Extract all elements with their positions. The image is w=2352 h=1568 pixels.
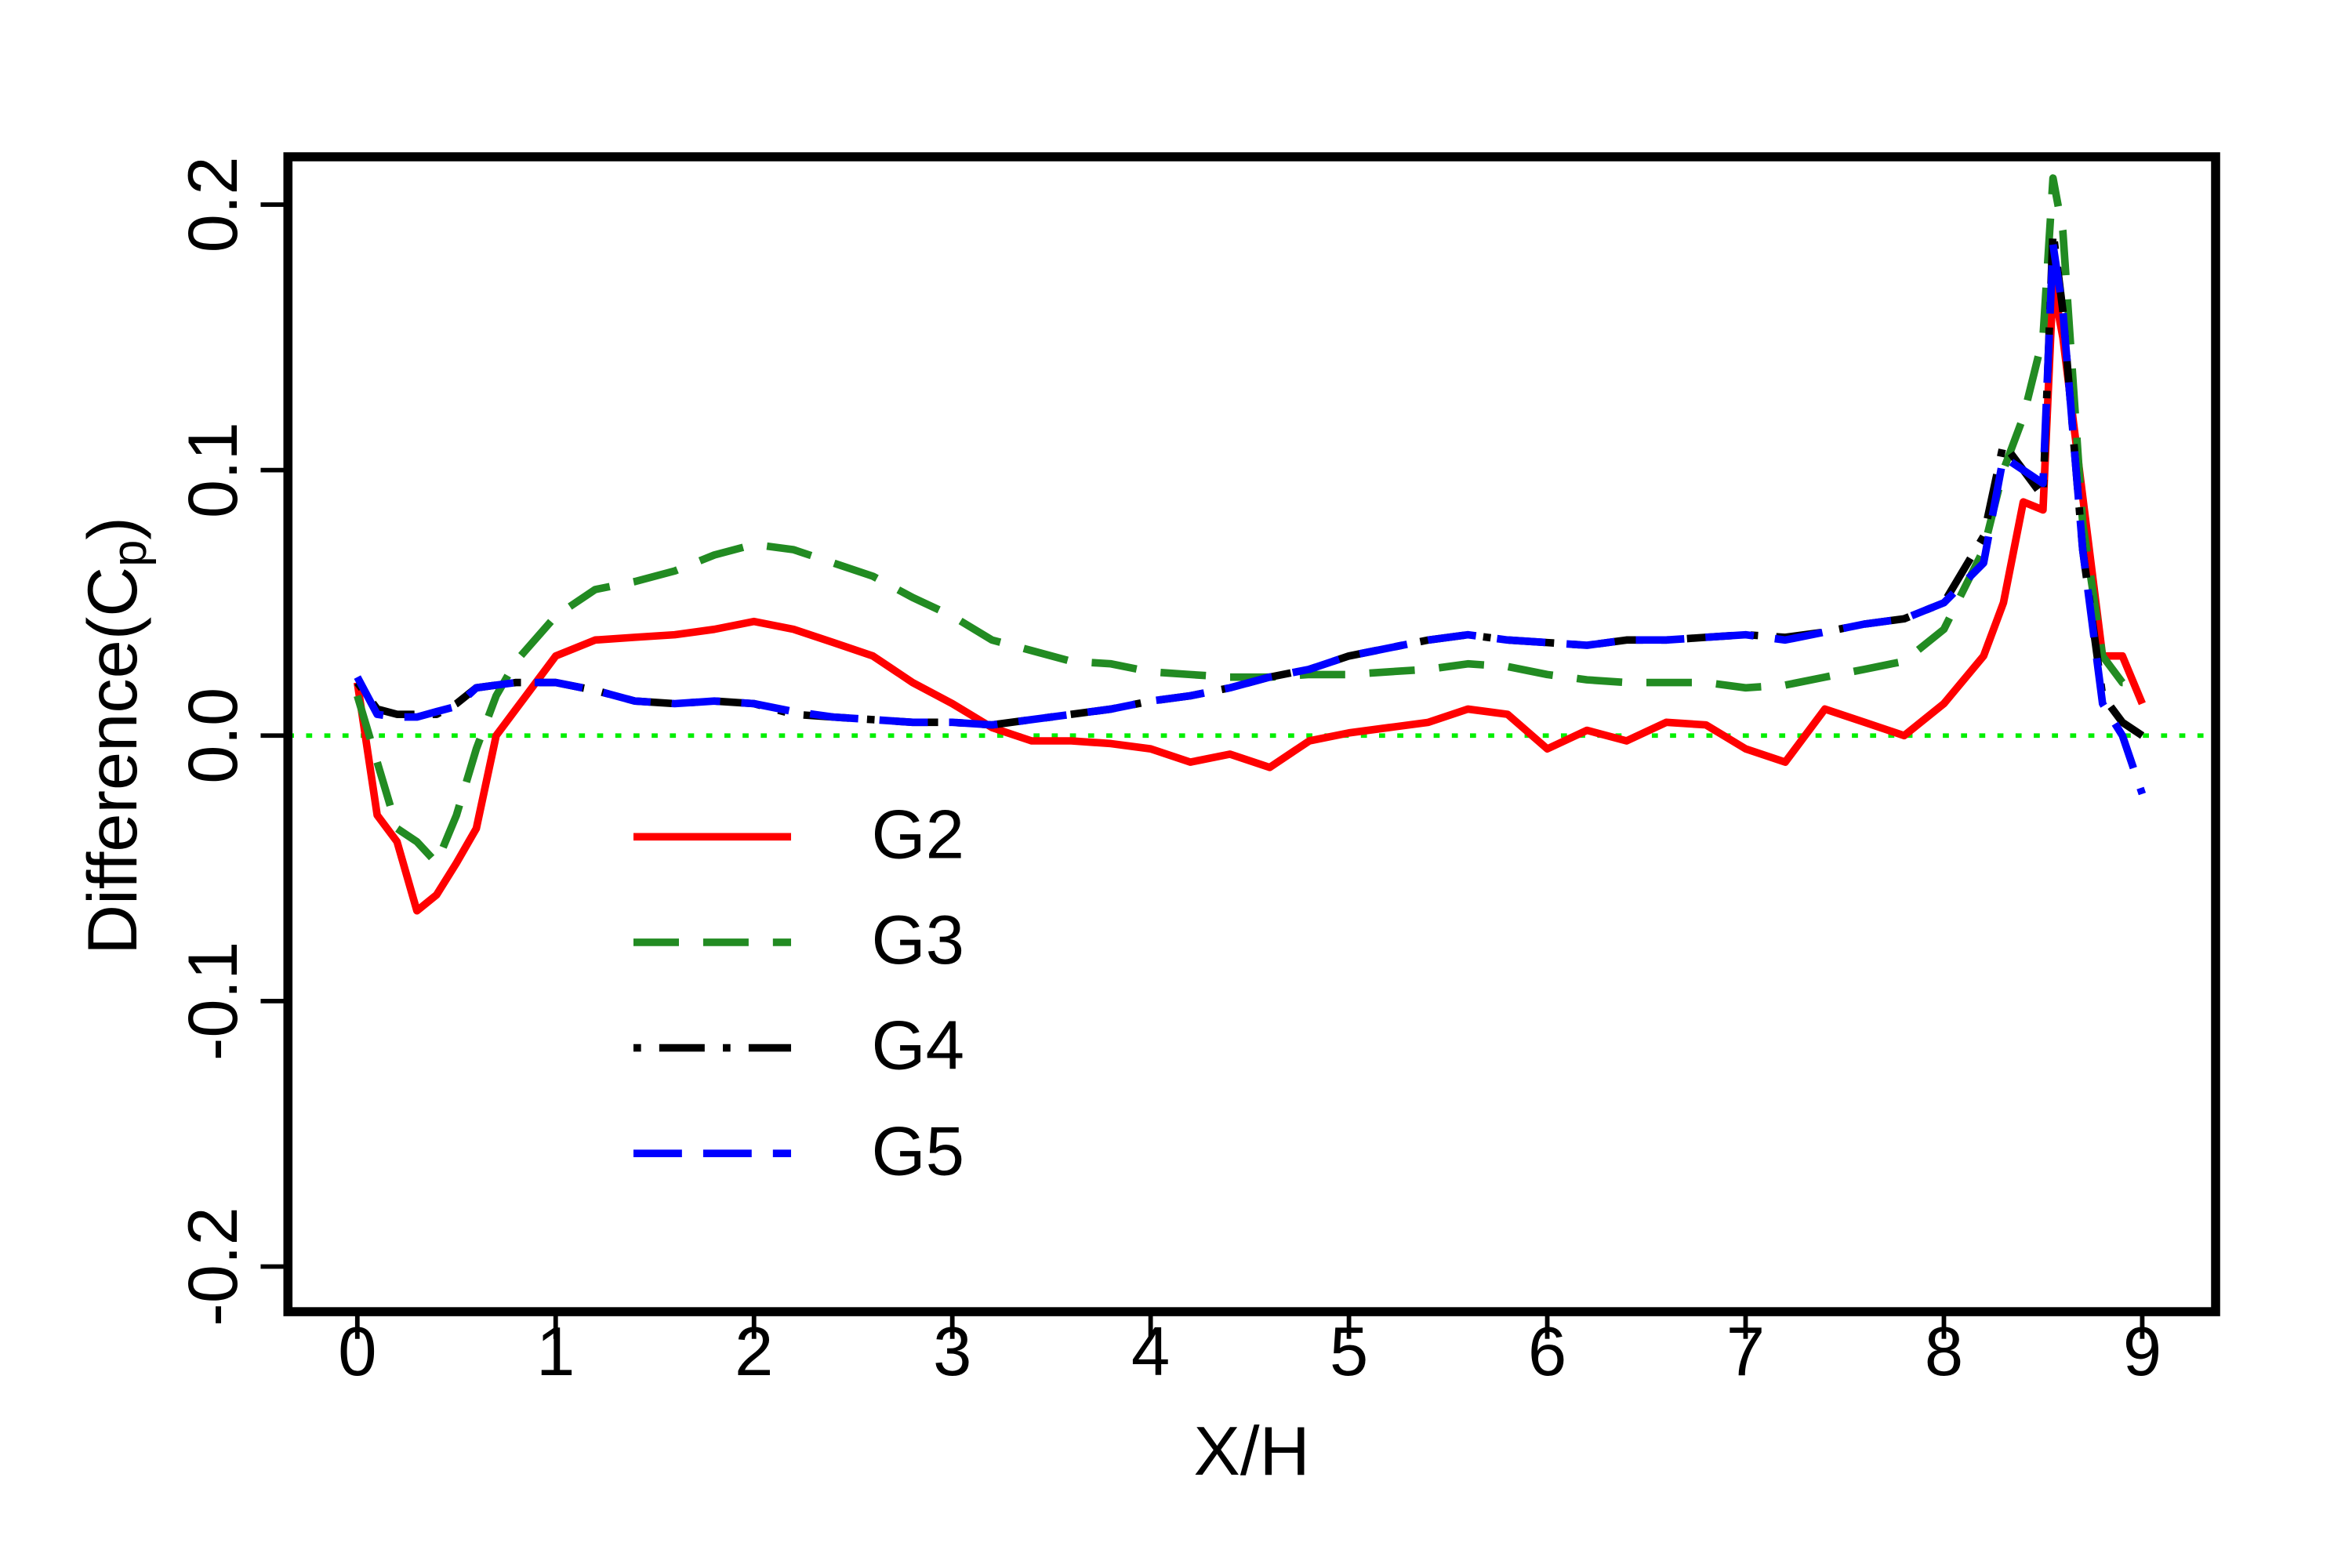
y-axis-label: Difference(Cp) bbox=[74, 517, 157, 955]
y-tick-label: -0.1 bbox=[174, 942, 252, 1061]
y-tick-label: 0.2 bbox=[174, 156, 252, 252]
legend-label: G4 bbox=[871, 1007, 964, 1084]
legend-label: G5 bbox=[871, 1112, 964, 1190]
x-tick-label: 7 bbox=[1726, 1312, 1765, 1390]
series-line bbox=[354, 280, 2146, 915]
y-tick-label: -0.2 bbox=[174, 1207, 252, 1326]
y-label-sub: p bbox=[103, 540, 157, 567]
x-tick-label: 1 bbox=[536, 1312, 575, 1390]
x-tick-label: 2 bbox=[735, 1312, 773, 1390]
x-tick-label: 5 bbox=[1330, 1312, 1368, 1390]
y-label-main: Difference(C bbox=[74, 567, 151, 955]
x-tick-label: 8 bbox=[1925, 1312, 1963, 1390]
x-tick-label: 6 bbox=[1528, 1312, 1566, 1390]
series-line bbox=[354, 240, 2147, 796]
y-tick-label: 0.0 bbox=[174, 688, 252, 784]
plot-frame bbox=[283, 152, 2220, 1316]
y-label-end: ) bbox=[74, 517, 151, 539]
legend-label: G2 bbox=[871, 796, 964, 873]
x-axis-label: X/H bbox=[1194, 1412, 1310, 1490]
x-tick-label: 9 bbox=[2123, 1312, 2161, 1390]
y-tick-label: 0.1 bbox=[174, 422, 252, 518]
x-tick-label: 3 bbox=[933, 1312, 971, 1390]
x-tick-label: 4 bbox=[1131, 1312, 1170, 1390]
x-tick-label: 0 bbox=[338, 1312, 376, 1390]
legend-label: G3 bbox=[871, 901, 964, 978]
